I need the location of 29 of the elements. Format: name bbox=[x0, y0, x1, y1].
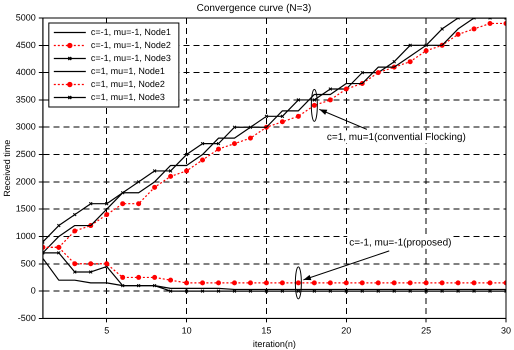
y-tick-label: 3000 bbox=[16, 122, 36, 132]
y-tick-label: 4500 bbox=[16, 40, 36, 50]
x-tick-label: 25 bbox=[421, 325, 432, 336]
legend-label: c=1, mu=1, Node2 bbox=[90, 78, 165, 89]
y-tick-label: 500 bbox=[20, 258, 36, 268]
legend-label: c=1, mu=1, Node3 bbox=[90, 92, 165, 102]
y-tick-label: 2500 bbox=[16, 149, 36, 160]
legend-label: c=-1, mu=-1, Node1 bbox=[90, 26, 171, 37]
legend-label: c=-1, mu=-1, Node2 bbox=[90, 40, 171, 50]
y-tick-label: -500 bbox=[18, 312, 36, 323]
y-tick-label: 2000 bbox=[16, 176, 36, 186]
legend-label: c=1, mu=1, Node1 bbox=[90, 66, 165, 76]
x-tick-label: 10 bbox=[182, 325, 192, 336]
chart-title: Convergence curve (N=3) bbox=[196, 2, 312, 14]
y-tick-label: 1000 bbox=[16, 230, 36, 241]
x-tick-label: 5 bbox=[104, 325, 110, 336]
x-axis-title: iteration(n) bbox=[252, 339, 296, 350]
annotation: c=1, mu=1(convential Flocking) bbox=[326, 132, 466, 144]
y-tick-label: 3500 bbox=[16, 94, 36, 104]
y-axis-title: Received time bbox=[2, 140, 12, 197]
y-tick-label: 4000 bbox=[16, 67, 36, 78]
y-tick-label: 1500 bbox=[16, 204, 36, 214]
x-tick-label: 30 bbox=[500, 325, 511, 336]
x-tick-label: 20 bbox=[341, 325, 352, 336]
y-tick-label: 0 bbox=[30, 286, 36, 296]
y-tick-label: 5000 bbox=[16, 12, 36, 22]
legend-label: c=-1, mu=-1, Node3 bbox=[90, 52, 171, 63]
annotation: c=-1, mu=-1(proposed) bbox=[349, 238, 452, 249]
x-tick-label: 15 bbox=[261, 325, 272, 336]
